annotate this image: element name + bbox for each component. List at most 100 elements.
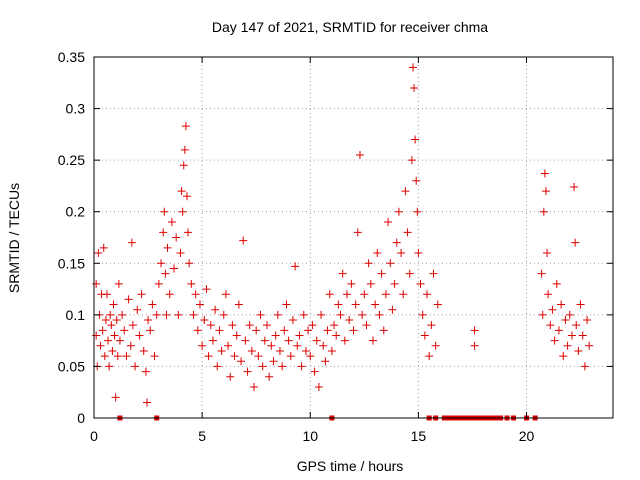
data-point bbox=[160, 207, 169, 216]
data-point bbox=[161, 269, 170, 278]
data-point bbox=[165, 290, 174, 299]
data-point bbox=[115, 336, 124, 345]
data-point bbox=[576, 300, 585, 309]
data-point bbox=[106, 310, 115, 319]
data-point bbox=[265, 372, 274, 381]
data-point bbox=[470, 326, 479, 335]
data-point bbox=[364, 259, 373, 268]
data-point bbox=[127, 238, 136, 247]
x-tick-label: 20 bbox=[519, 428, 535, 444]
x-tick-label: 0 bbox=[90, 428, 98, 444]
data-point bbox=[94, 248, 103, 257]
x-tick-label: 15 bbox=[411, 428, 427, 444]
data-point bbox=[126, 341, 135, 350]
data-point bbox=[585, 341, 594, 350]
data-point bbox=[120, 326, 129, 335]
data-point bbox=[423, 290, 432, 299]
data-point bbox=[202, 285, 211, 294]
data-point bbox=[390, 279, 399, 288]
data-point bbox=[284, 336, 293, 345]
data-point bbox=[384, 218, 393, 227]
data-point bbox=[347, 279, 356, 288]
data-point bbox=[334, 300, 343, 309]
data-point bbox=[304, 326, 313, 335]
data-point bbox=[355, 150, 364, 159]
data-point bbox=[431, 341, 440, 350]
data-point bbox=[267, 341, 276, 350]
data-point bbox=[141, 367, 150, 376]
data-point bbox=[280, 326, 289, 335]
data-point bbox=[133, 305, 142, 314]
data-point bbox=[112, 316, 121, 325]
data-point bbox=[293, 341, 302, 350]
data-point bbox=[241, 336, 250, 345]
data-point bbox=[92, 331, 101, 340]
data-point bbox=[550, 336, 559, 345]
y-tick-label: 0 bbox=[77, 410, 85, 426]
data-point bbox=[128, 321, 137, 330]
data-point bbox=[541, 187, 550, 196]
data-point bbox=[226, 372, 235, 381]
data-point bbox=[237, 357, 246, 366]
data-point bbox=[191, 290, 200, 299]
data-point bbox=[557, 300, 566, 309]
data-point bbox=[377, 269, 386, 278]
data-point bbox=[221, 290, 230, 299]
data-point bbox=[232, 331, 241, 340]
data-point bbox=[258, 362, 267, 371]
data-point bbox=[211, 305, 220, 314]
data-point bbox=[206, 321, 215, 330]
y-tick-label: 0.15 bbox=[58, 255, 85, 271]
data-point bbox=[306, 352, 315, 361]
data-point bbox=[323, 326, 332, 335]
data-point bbox=[124, 295, 133, 304]
data-point bbox=[148, 300, 157, 309]
grid-lines bbox=[94, 57, 613, 418]
data-point bbox=[379, 326, 388, 335]
data-point bbox=[381, 290, 390, 299]
data-point bbox=[392, 238, 401, 247]
data-point bbox=[343, 290, 352, 299]
data-point bbox=[243, 367, 252, 376]
data-point bbox=[403, 228, 412, 237]
data-point bbox=[114, 279, 123, 288]
data-point bbox=[163, 243, 172, 252]
data-point bbox=[360, 290, 369, 299]
data-point bbox=[349, 326, 358, 335]
data-point bbox=[299, 310, 308, 319]
data-point bbox=[408, 63, 417, 72]
data-point bbox=[388, 305, 397, 314]
axis-ticks: 0 0.05 0.1 0.15 0.2 0.25 0.3 0.35 0 5 10 15 20 bbox=[58, 49, 613, 444]
data-point bbox=[327, 346, 336, 355]
data-point bbox=[250, 383, 259, 392]
data-point bbox=[96, 341, 105, 350]
data-point bbox=[368, 336, 377, 345]
y-tick-label: 0.25 bbox=[58, 152, 85, 168]
data-point bbox=[174, 310, 183, 319]
data-point bbox=[144, 316, 153, 325]
data-point bbox=[552, 279, 561, 288]
data-point bbox=[325, 290, 334, 299]
data-point bbox=[540, 169, 549, 178]
data-point bbox=[583, 316, 592, 325]
data-point bbox=[571, 238, 580, 247]
data-point bbox=[189, 310, 198, 319]
data-point bbox=[413, 207, 422, 216]
data-point bbox=[195, 300, 204, 309]
data-point bbox=[340, 336, 349, 345]
data-point bbox=[152, 310, 161, 319]
data-point bbox=[295, 331, 304, 340]
data-point bbox=[101, 316, 110, 325]
data-point bbox=[109, 300, 118, 309]
data-point bbox=[317, 310, 326, 319]
chart-title: Day 147 of 2021, SRMTID for receiver chm… bbox=[212, 19, 488, 35]
data-point bbox=[110, 331, 119, 340]
data-point bbox=[544, 290, 553, 299]
data-point bbox=[176, 248, 185, 257]
data-point bbox=[470, 341, 479, 350]
data-point bbox=[247, 346, 256, 355]
data-point bbox=[107, 321, 116, 330]
data-point bbox=[286, 352, 295, 361]
